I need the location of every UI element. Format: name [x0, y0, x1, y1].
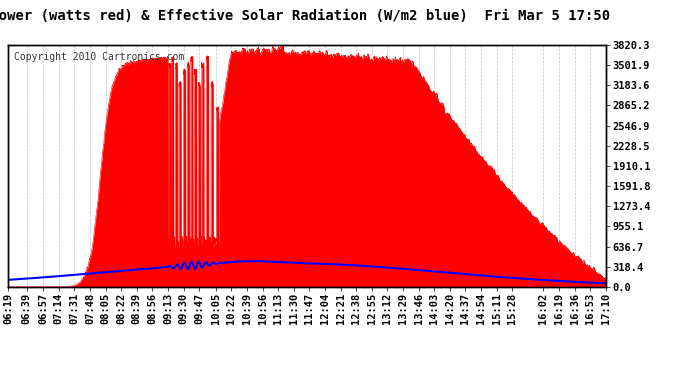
Text: Total PV Power (watts red) & Effective Solar Radiation (W/m2 blue)  Fri Mar 5 17: Total PV Power (watts red) & Effective S…: [0, 9, 610, 23]
Text: Copyright 2010 Cartronics.com: Copyright 2010 Cartronics.com: [14, 52, 185, 62]
